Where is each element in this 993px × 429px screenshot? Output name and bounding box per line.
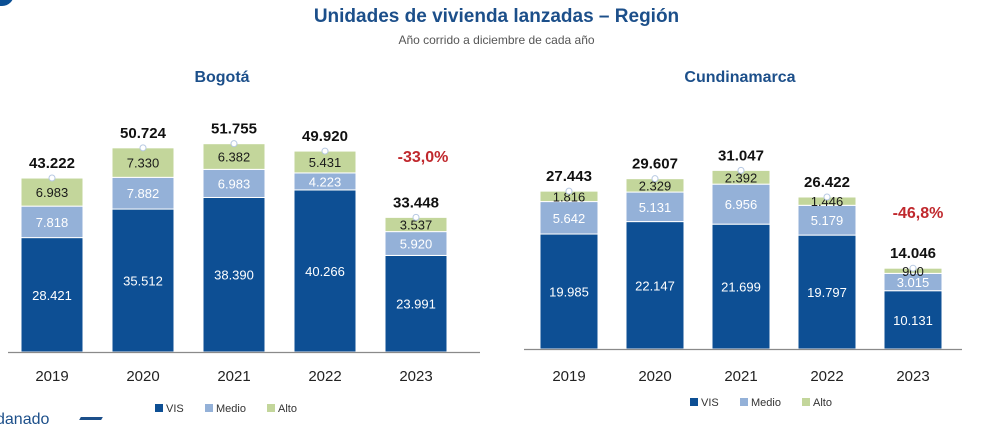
bogota-label-medio-2022: 4.223: [309, 174, 342, 189]
cundinamarca-label-medio-2020: 5.131: [639, 200, 672, 215]
page-title: Unidades de vivienda lanzadas – Región: [313, 6, 680, 27]
cundinamarca-bar-vis-2022: [797, 234, 857, 350]
bogota-label-medio-2020: 7.882: [127, 186, 160, 201]
cundinamarca-legend-label-alto: Alto: [813, 397, 832, 409]
cundinamarca-tick-2023: 2023: [896, 368, 929, 385]
cundinamarca-total-marker-2022: [823, 193, 831, 201]
corner-decoration: [0, 0, 14, 6]
bogota-label-vis-2019: 28.421: [32, 288, 72, 303]
cundinamarca-chart-title: Cundinamarca: [684, 69, 795, 86]
cundinamarca-bar-vis-2021: [711, 223, 771, 350]
cundinamarca-total-marker-2023: [909, 264, 917, 272]
cundinamarca-label-medio-2023: 3.015: [897, 275, 930, 290]
cundinamarca-total-marker-2021: [737, 166, 745, 174]
bogota-total-marker-2023: [412, 213, 420, 221]
bogota-bar-alto-2020: [111, 147, 175, 178]
cundinamarca-total-2019: 27.443: [546, 168, 592, 185]
bogota-legend-swatch-medio: [205, 404, 213, 412]
bogota-total-marker-2021: [230, 140, 238, 148]
bogota-total-2023: 33.448: [393, 194, 439, 211]
cundinamarca-legend-swatch-medio: [740, 398, 748, 406]
bogota-chart-title: Bogotá: [194, 69, 249, 86]
cundinamarca-label-vis-2019: 19.985: [549, 285, 589, 300]
cundinamarca-label-alto-2021: 2.392: [725, 170, 758, 185]
cundinamarca-label-alto-2019: 1.816: [553, 189, 586, 204]
bogota-legend-swatch-alto: [267, 404, 275, 412]
bogota-label-medio-2023: 5.920: [400, 237, 433, 252]
cundinamarca-legend-label-vis: VIS: [701, 397, 719, 409]
cundinamarca-bar-medio-2020: [625, 191, 685, 223]
bogota-label-alto-2023: 3.537: [400, 217, 433, 232]
bogota-change-label: -33,0%: [398, 149, 449, 166]
bogota-bar-alto-2019: [20, 177, 84, 207]
bogota-legend-label-medio: Medio: [216, 403, 246, 415]
cundinamarca-legend-label-medio: Medio: [751, 397, 781, 409]
cundinamarca-total-2021: 31.047: [718, 147, 764, 164]
bogota-tick-2021: 2021: [217, 368, 250, 385]
bogota-label-alto-2022: 5.431: [309, 155, 342, 170]
bogota-label-alto-2021: 6.382: [218, 150, 251, 165]
bogota-label-medio-2019: 7.818: [36, 215, 69, 230]
cundinamarca-label-medio-2022: 5.179: [811, 213, 844, 228]
cundinamarca-label-vis-2021: 21.699: [721, 280, 761, 295]
cundinamarca-total-2023: 14.046: [890, 245, 936, 262]
bogota-tick-2023: 2023: [399, 368, 432, 385]
bogota-label-medio-2021: 6.983: [218, 176, 251, 191]
bogota-bar-vis-2020: [111, 208, 175, 353]
bogota-total-marker-2019: [48, 174, 56, 182]
cundinamarca-label-vis-2022: 19.797: [807, 285, 847, 300]
cundinamarca-legend-swatch-alto: [802, 398, 810, 406]
cundinamarca-label-vis-2023: 10.131: [893, 313, 933, 328]
footer-arrow-icon: [79, 417, 103, 420]
bogota-legend-label-vis: VIS: [166, 403, 184, 415]
bogota-total-2019: 43.222: [29, 155, 75, 172]
bogota-label-vis-2020: 35.512: [123, 274, 163, 289]
cundinamarca-label-medio-2019: 5.642: [553, 211, 586, 226]
bogota-label-alto-2020: 7.330: [127, 156, 160, 171]
bogota-total-marker-2020: [139, 144, 147, 152]
cundinamarca-bar-medio-2019: [539, 201, 599, 235]
cundinamarca-label-vis-2020: 22.147: [635, 278, 675, 293]
cundinamarca-tick-2020: 2020: [638, 368, 671, 385]
cundinamarca-label-medio-2021: 6.956: [725, 197, 758, 212]
cundinamarca-total-2020: 29.607: [632, 156, 678, 173]
bogota-tick-2020: 2020: [126, 368, 159, 385]
cundinamarca-total-2022: 26.422: [804, 174, 850, 191]
footer-partial-text: danado: [0, 411, 50, 428]
cundinamarca-total-marker-2020: [651, 175, 659, 183]
bogota-total-marker-2022: [321, 147, 329, 155]
bogota-bar-vis-2019: [20, 237, 84, 353]
bogota-label-alto-2019: 6.983: [36, 185, 69, 200]
cundinamarca-tick-2019: 2019: [552, 368, 585, 385]
bogota-total-2020: 50.724: [120, 125, 167, 142]
cundinamarca-label-alto-2020: 2.329: [639, 178, 672, 193]
bogota-total-2021: 51.755: [211, 121, 257, 138]
bogota-legend-swatch-vis: [155, 404, 163, 412]
cundinamarca-bar-vis-2020: [625, 221, 685, 350]
cundinamarca-bar-medio-2021: [711, 183, 771, 225]
cundinamarca-legend-swatch-vis: [690, 398, 698, 406]
page-subtitle: Año corrido a diciembre de cada año: [398, 33, 595, 47]
bogota-total-2022: 49.920: [302, 128, 348, 145]
bogota-label-vis-2021: 38.390: [214, 268, 254, 283]
cundinamarca-label-alto-2022: 1.446: [811, 194, 844, 209]
cundinamarca-total-marker-2019: [565, 187, 573, 195]
bogota-bar-vis-2023: [384, 254, 448, 353]
bogota-bar-medio-2019: [20, 205, 84, 239]
cundinamarca-tick-2022: 2022: [810, 368, 843, 385]
cundinamarca-tick-2021: 2021: [724, 368, 757, 385]
cundinamarca-change-label: -46,8%: [893, 205, 944, 222]
bogota-bar-alto-2021: [202, 143, 266, 170]
bogota-label-vis-2023: 23.991: [396, 297, 436, 312]
bogota-tick-2022: 2022: [308, 368, 341, 385]
cundinamarca-bar-vis-2023: [883, 290, 943, 350]
bogota-label-vis-2022: 40.266: [305, 264, 345, 279]
bogota-legend-label-alto: Alto: [278, 403, 297, 415]
bogota-tick-2019: 2019: [35, 368, 68, 385]
cundinamarca-bar-medio-2022: [797, 204, 857, 236]
